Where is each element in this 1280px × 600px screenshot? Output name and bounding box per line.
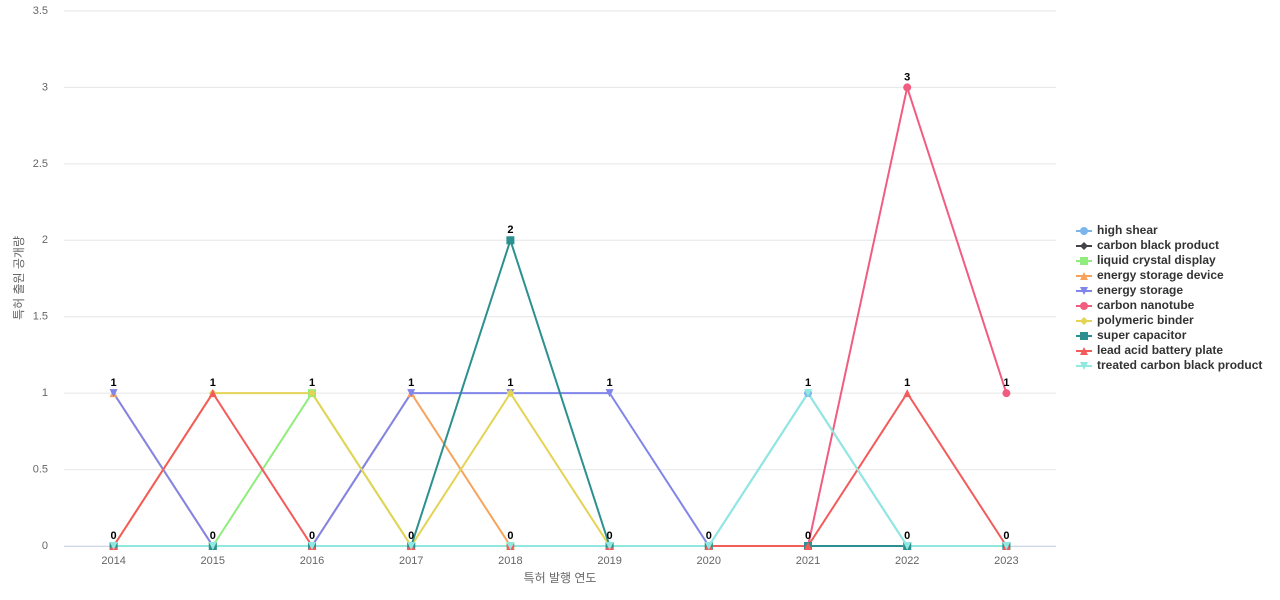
legend-label: liquid crystal display [1097,253,1216,267]
x-tick-label: 2021 [796,555,820,567]
y-tick-label: 2.5 [33,158,48,170]
y-tick-label: 1.5 [33,311,48,323]
legend-label: high shear [1097,223,1158,237]
data-label: 1 [904,377,910,389]
marker [1080,272,1088,280]
marker [506,389,515,398]
x-tick-label: 2020 [697,555,721,567]
marker [407,542,416,550]
legend-label: lead acid battery plate [1097,343,1223,357]
legend-label: super capacitor [1097,328,1187,342]
marker [605,389,614,398]
marker [308,389,316,398]
marker [109,389,118,398]
data-label: 1 [309,377,315,389]
marker [704,542,713,550]
marker [1080,287,1088,295]
marker [1080,332,1088,340]
x-tick-label: 2019 [597,555,621,567]
y-axis-title: 특허 출원 공개량 [12,236,26,320]
marker [1002,542,1011,550]
y-tick-label: 3 [42,81,48,93]
marker [208,389,217,398]
legend-label: energy storage [1097,283,1183,297]
legend-label: energy storage device [1097,268,1224,282]
data-label: 0 [1003,530,1009,542]
data-label: 0 [706,530,712,542]
data-label: 1 [111,377,117,389]
data-label: 3 [904,71,910,83]
data-label: 1 [805,377,811,389]
x-tick-label: 2016 [300,555,324,567]
data-label: 0 [309,530,315,542]
y-tick-label: 1 [42,387,48,399]
data-label: 1 [507,377,513,389]
x-tick-label: 2018 [498,555,522,567]
marker [506,542,515,550]
marker [605,542,614,550]
data-label: 0 [805,530,811,542]
marker [109,542,118,550]
data-label: 1 [210,377,216,389]
marker [903,389,912,398]
x-axis-title: 특허 발행 연도 [524,570,597,585]
data-label: 0 [904,530,910,542]
marker [308,542,316,550]
data-label: 0 [111,530,117,542]
data-label: 0 [210,530,216,542]
marker [506,236,515,245]
data-label: 1 [408,377,414,389]
y-tick-label: 2 [42,234,48,246]
legend-label: carbon black product [1097,238,1219,252]
marker [1080,242,1088,250]
y-tick-label: 3.5 [33,5,48,17]
marker [208,542,217,550]
x-tick-label: 2017 [399,555,423,567]
series-line [113,391,1007,547]
marker [804,389,812,398]
marker [1080,347,1088,355]
x-tick-label: 2022 [895,555,919,567]
marker [1080,257,1088,265]
legend-label: treated carbon black product [1097,358,1262,372]
marker [1080,362,1088,370]
x-tick-label: 2014 [101,555,125,567]
marker [1080,302,1088,310]
y-tick-label: 0.5 [33,463,48,475]
marker [903,83,912,92]
data-label: 0 [507,530,513,542]
data-label: 1 [607,377,613,389]
marker [903,542,912,550]
data-label: 0 [408,530,414,542]
marker [804,542,812,550]
marker [1080,317,1088,325]
legend-label: carbon nanotube [1097,298,1195,312]
legend-label: polymeric binder [1097,313,1194,327]
data-label: 1 [1003,377,1009,389]
x-tick-label: 2015 [201,555,225,567]
marker [1080,227,1088,235]
data-label: 2 [507,224,513,236]
y-tick-label: 0 [42,540,48,552]
data-label: 0 [607,530,613,542]
marker [1002,389,1011,398]
marker [407,389,416,398]
x-tick-label: 2023 [994,555,1018,567]
